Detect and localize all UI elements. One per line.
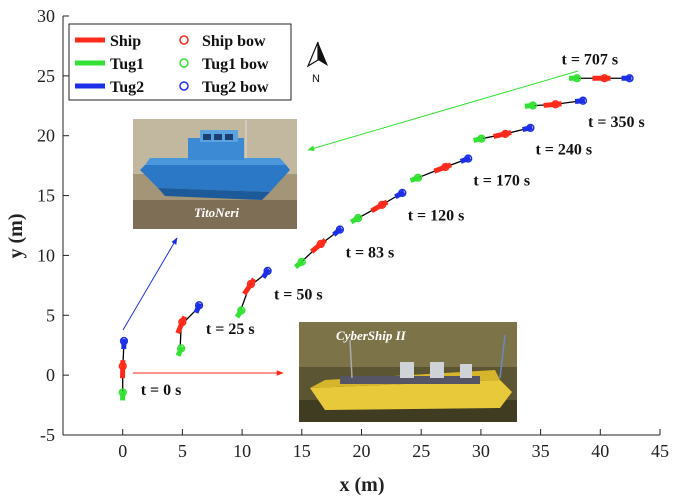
legend-ship-bow-marker bbox=[179, 35, 189, 45]
snapshot-group: t = 120 s bbox=[349, 188, 465, 224]
y-tick-label: 30 bbox=[37, 6, 55, 26]
snapshot-group: t = 707 s bbox=[561, 51, 634, 83]
tug2-bow-marker bbox=[526, 123, 535, 133]
x-tick-label: 5 bbox=[178, 441, 187, 461]
legend-tug1-bow-marker bbox=[179, 58, 189, 68]
legend-ship-bow-label: Ship bow bbox=[202, 33, 266, 50]
y-tick-label: 15 bbox=[37, 186, 55, 206]
legend-tug1-bow-label: Tug1 bow bbox=[202, 56, 269, 73]
titoneri-label: TitoNeri bbox=[194, 205, 239, 220]
tug1-bow-marker bbox=[353, 213, 363, 223]
cybership-photo: CyberShip II bbox=[299, 322, 517, 422]
legend-tug2-label: Tug2 bbox=[110, 79, 144, 96]
tug2-bow-marker bbox=[335, 225, 345, 234]
ship-bow-marker bbox=[118, 362, 127, 371]
legend-tug1-label: Tug1 bbox=[110, 56, 144, 73]
tug1-bow-marker bbox=[572, 74, 582, 83]
cybership-label: CyberShip II bbox=[336, 328, 407, 343]
x-tick-label: 35 bbox=[532, 441, 550, 461]
legend-ship-label: Ship bbox=[110, 33, 141, 50]
arrow-to-titoneri bbox=[122, 237, 178, 331]
annotation-arrows bbox=[122, 70, 579, 376]
y-tick-label: -5 bbox=[40, 425, 55, 445]
legend-tug2-bow-marker bbox=[179, 81, 189, 91]
ship-bow-marker bbox=[316, 239, 325, 249]
y-ticks: -5 0 5 10 15 20 25 30 bbox=[37, 6, 69, 445]
snapshot-group: t = 83 s bbox=[293, 225, 395, 269]
tug1-bow-marker bbox=[177, 344, 186, 353]
titoneri-photo: TitoNeri bbox=[133, 119, 297, 229]
legend: Ship Tug1 Tug2 Ship bow Tug1 bow Tug2 bo… bbox=[68, 23, 292, 101]
y-tick-label: 25 bbox=[37, 66, 55, 86]
north-label: N bbox=[312, 73, 320, 85]
snapshot-group: t = 50 s bbox=[234, 266, 323, 319]
snapshot-group: t = 25 s bbox=[175, 301, 255, 357]
x-tick-label: 45 bbox=[651, 441, 669, 461]
ship-bow-marker bbox=[246, 279, 256, 289]
x-tick-label: 25 bbox=[412, 441, 430, 461]
legend-tug2-bow-label: Tug2 bow bbox=[202, 79, 269, 96]
tug1-bow-marker bbox=[413, 173, 423, 182]
snapshot-group: t = 350 s bbox=[524, 96, 645, 131]
x-tick-label: 20 bbox=[353, 441, 371, 461]
tug1-bow-marker bbox=[237, 306, 246, 315]
tug2-bow-marker bbox=[194, 301, 204, 310]
trajectory-snapshots: t = 0 s t = 25 s t = 50 s t = 83 s t = 120 s… bbox=[118, 51, 645, 401]
time-label: t = 707 s bbox=[561, 51, 618, 68]
snapshot-group: t = 170 s bbox=[409, 154, 530, 190]
tug2-bow-marker bbox=[578, 96, 588, 105]
time-label: t = 83 s bbox=[346, 244, 395, 261]
time-label: t = 50 s bbox=[274, 286, 323, 303]
snapshot-group: t = 240 s bbox=[473, 123, 592, 159]
ship-bow-marker bbox=[600, 74, 609, 83]
x-tick-label: 40 bbox=[591, 441, 609, 461]
tug1-bow-marker bbox=[528, 101, 537, 110]
tug2-bow-marker bbox=[464, 154, 473, 163]
y-tick-label: 0 bbox=[46, 365, 55, 385]
time-label: t = 170 s bbox=[473, 173, 530, 190]
ship-bow-marker bbox=[441, 162, 450, 172]
tug2-bow-marker bbox=[398, 188, 407, 198]
x-axis-label: x (m) bbox=[340, 474, 385, 496]
time-label: t = 25 s bbox=[206, 321, 255, 338]
ship-bow-marker bbox=[178, 317, 187, 327]
y-axis-label: y (m) bbox=[5, 214, 27, 259]
tug1-bow-marker bbox=[118, 388, 127, 397]
ship-bow-marker bbox=[377, 200, 387, 210]
tug2-bow-marker bbox=[625, 74, 634, 83]
x-tick-label: 15 bbox=[293, 441, 311, 461]
time-label: t = 240 s bbox=[535, 142, 592, 159]
arrow-from-707s bbox=[307, 70, 579, 151]
y-tick-label: 10 bbox=[37, 245, 55, 265]
x-tick-label: 10 bbox=[233, 441, 251, 461]
time-label: t = 0 s bbox=[141, 382, 182, 399]
tug1-bow-marker bbox=[297, 257, 306, 267]
ship-bow-marker bbox=[501, 129, 510, 139]
tug2-bow-marker bbox=[119, 336, 129, 346]
tug2-bow-marker bbox=[263, 266, 272, 276]
tug1-bow-marker bbox=[477, 134, 486, 143]
y-tick-label: 20 bbox=[37, 126, 55, 146]
time-label: t = 120 s bbox=[408, 207, 465, 224]
x-ticks: 0 5 10 15 20 25 30 35 40 45 bbox=[118, 429, 669, 461]
y-tick-label: 5 bbox=[46, 305, 55, 325]
snapshot-group: t = 0 s bbox=[118, 336, 182, 401]
ship-bow-marker bbox=[551, 100, 560, 109]
x-tick-label: 0 bbox=[118, 441, 127, 461]
x-tick-label: 30 bbox=[472, 441, 490, 461]
time-label: t = 350 s bbox=[588, 114, 645, 131]
north-arrow-icon: N bbox=[306, 41, 328, 85]
